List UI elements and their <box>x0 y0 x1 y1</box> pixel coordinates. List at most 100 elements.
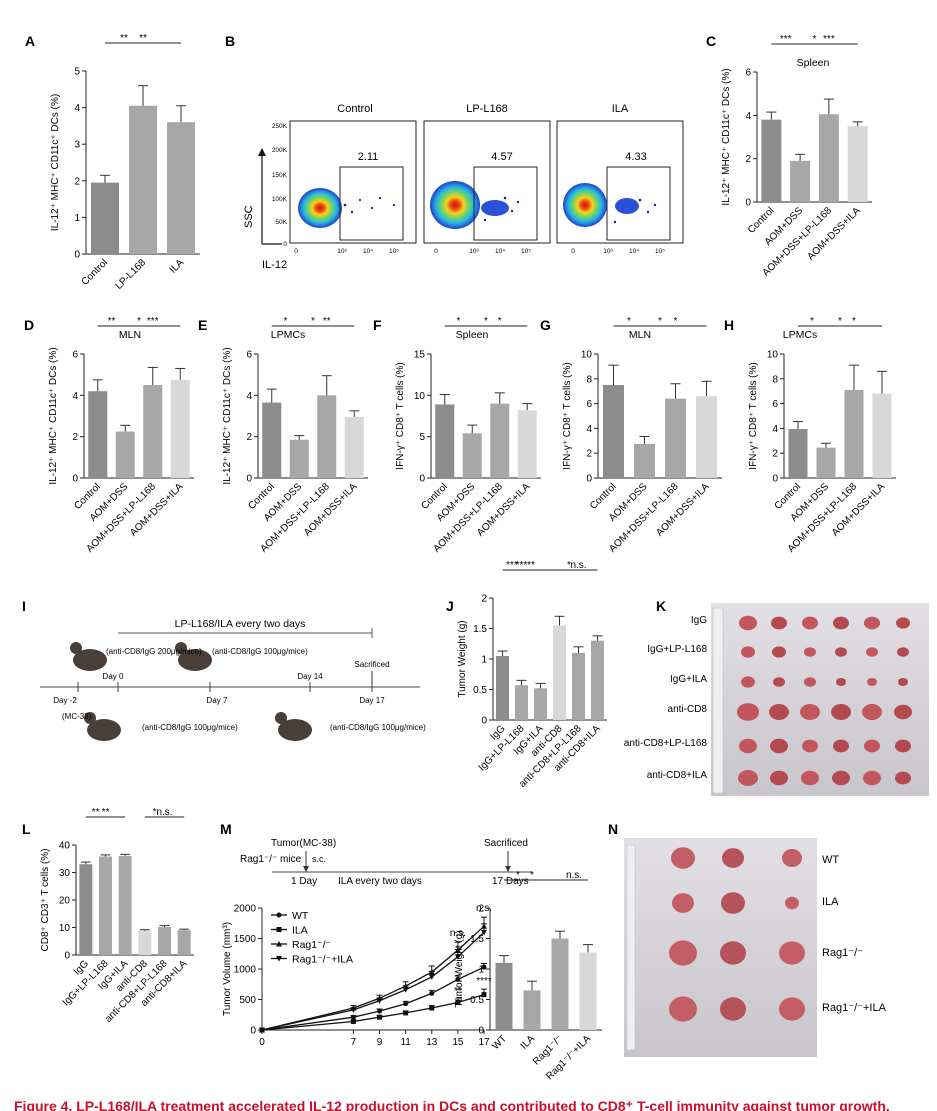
y-tick-label: 0 <box>772 474 778 485</box>
bar <box>138 930 152 955</box>
y-tick-label: 8 <box>772 374 778 385</box>
y-tick-label: 10 <box>414 391 426 402</box>
legend-label: Rag1⁻/⁻+ILA <box>292 954 353 966</box>
bar-chart-g: G MLN 0 2 4 6 8 10 IFN-γ⁺ CD8⁺ T cells (%) Contro… <box>540 316 722 555</box>
tumor <box>897 647 909 657</box>
panel-label-k: K <box>656 598 666 614</box>
flow-x-ticks: 0 10³ 10⁴ 10⁵ <box>571 248 665 255</box>
panel-label: L <box>22 821 31 837</box>
svg-text:0: 0 <box>434 248 438 255</box>
y-tick-label: 2000 <box>234 904 257 915</box>
flow-cytometry-panel: B SSC IL-12 250K 200K 150K 100K 50K 0 Co… <box>225 33 684 271</box>
ssc-arrowhead <box>258 148 266 156</box>
svg-text:(anti-CD8/IgG 100μg/mice): (anti-CD8/IgG 100μg/mice) <box>330 723 426 732</box>
bar <box>844 389 864 478</box>
svg-text:(anti-CD8/IgG 200μg/mice): (anti-CD8/IgG 200μg/mice) <box>106 647 202 656</box>
scatter-events <box>613 198 657 224</box>
data-point <box>429 1005 435 1011</box>
data-point <box>454 954 461 960</box>
ruler <box>712 607 724 794</box>
tumor <box>770 738 788 754</box>
line-chart-m: M 0 500 1000 1500 2000 0 7 9 11 13 15 17 Tumor Volume… <box>220 821 492 1048</box>
significance-label: * <box>627 316 631 327</box>
significance-label: ** <box>454 986 462 997</box>
bar <box>317 395 337 478</box>
bar <box>818 114 839 202</box>
tumor <box>772 646 786 658</box>
panel-label: G <box>540 317 551 333</box>
series-3 <box>259 923 487 1033</box>
legend-label: ILA <box>292 925 308 937</box>
bar <box>603 385 624 478</box>
tumor <box>864 739 880 753</box>
y-tick-label: 0 <box>586 474 592 485</box>
bar <box>496 655 509 720</box>
significance-label: * <box>457 316 461 327</box>
ssc-tick: 0 <box>283 241 287 248</box>
ssc-tick: 150K <box>272 172 288 179</box>
y-tick-label: 2 <box>586 449 592 460</box>
svg-text:10⁵: 10⁵ <box>389 248 399 255</box>
y-tick-label: 6 <box>586 399 592 410</box>
flow-sample-name: Control <box>337 103 372 115</box>
x-tick-label: AOM+DSS+ILA <box>805 205 863 263</box>
series-1 <box>259 988 487 1033</box>
y-tick-label: 0 <box>250 1026 256 1037</box>
bar <box>634 443 655 478</box>
svg-text:10³: 10³ <box>603 248 613 255</box>
y-axis-label: Tumor Weight (g) <box>454 930 465 1007</box>
bar <box>91 182 119 254</box>
y-tick-label: 6 <box>745 68 751 79</box>
bar <box>790 160 811 202</box>
y-tick-label: 3 <box>74 140 80 151</box>
tumor <box>802 616 818 630</box>
tumor <box>832 770 850 786</box>
data-point <box>259 1027 265 1033</box>
svg-text:Day 14: Day 14 <box>297 672 323 681</box>
gate-percentage: 2.11 <box>358 151 379 163</box>
significance-label: n.s. <box>476 903 492 914</box>
tumor <box>769 704 789 720</box>
bar <box>344 417 364 478</box>
y-tick-label: 4 <box>586 424 592 435</box>
y-tick-label: 0.5 <box>473 685 487 696</box>
y-tick-label: 4 <box>745 111 751 122</box>
tumor-photo-background <box>711 603 929 796</box>
tumor <box>720 997 746 1021</box>
panel-label: F <box>373 317 382 333</box>
il12-positive-population <box>615 198 639 214</box>
x-tick-label: 15 <box>452 1037 464 1048</box>
y-tick-label: 0 <box>745 198 751 209</box>
figure-caption: Figure 4. LP-L168/ILA treatment accelera… <box>14 1098 890 1111</box>
y-tick-label: 10 <box>59 923 71 934</box>
y-tick-label: 6 <box>246 350 252 361</box>
tumor <box>737 703 759 721</box>
tumor <box>801 770 819 786</box>
panel-label: D <box>24 317 34 333</box>
panel-label: A <box>25 33 35 49</box>
svg-text:anti-CD8+LP-L168: anti-CD8+LP-L168 <box>624 738 708 749</box>
y-axis-label: IFN-γ⁺ CD8⁺ T cells (%) <box>748 362 759 469</box>
tumor <box>833 739 849 753</box>
chart-title: Spleen <box>456 329 489 341</box>
y-tick-label: 15 <box>414 350 426 361</box>
y-tick-label: 2 <box>246 432 252 443</box>
data-point <box>481 929 487 936</box>
bar <box>534 688 547 720</box>
y-tick-label: 2 <box>74 176 80 187</box>
data-point <box>350 1018 356 1024</box>
y-tick-label: 1 <box>478 965 484 976</box>
y-tick-label: 40 <box>59 841 71 852</box>
bar <box>177 930 191 955</box>
bar <box>490 403 510 478</box>
sacrificed-label: Sacrificed <box>354 660 389 669</box>
significance-label: *** <box>823 34 835 45</box>
panel-label: C <box>706 33 716 49</box>
x-tick-label: 17 <box>478 1037 490 1048</box>
significance-label: * <box>567 560 571 571</box>
ssc-tick: 50K <box>275 219 287 226</box>
panel-label-b: B <box>225 33 235 49</box>
il12-positive-gate <box>606 166 671 241</box>
y-tick-label: 2 <box>745 154 751 165</box>
